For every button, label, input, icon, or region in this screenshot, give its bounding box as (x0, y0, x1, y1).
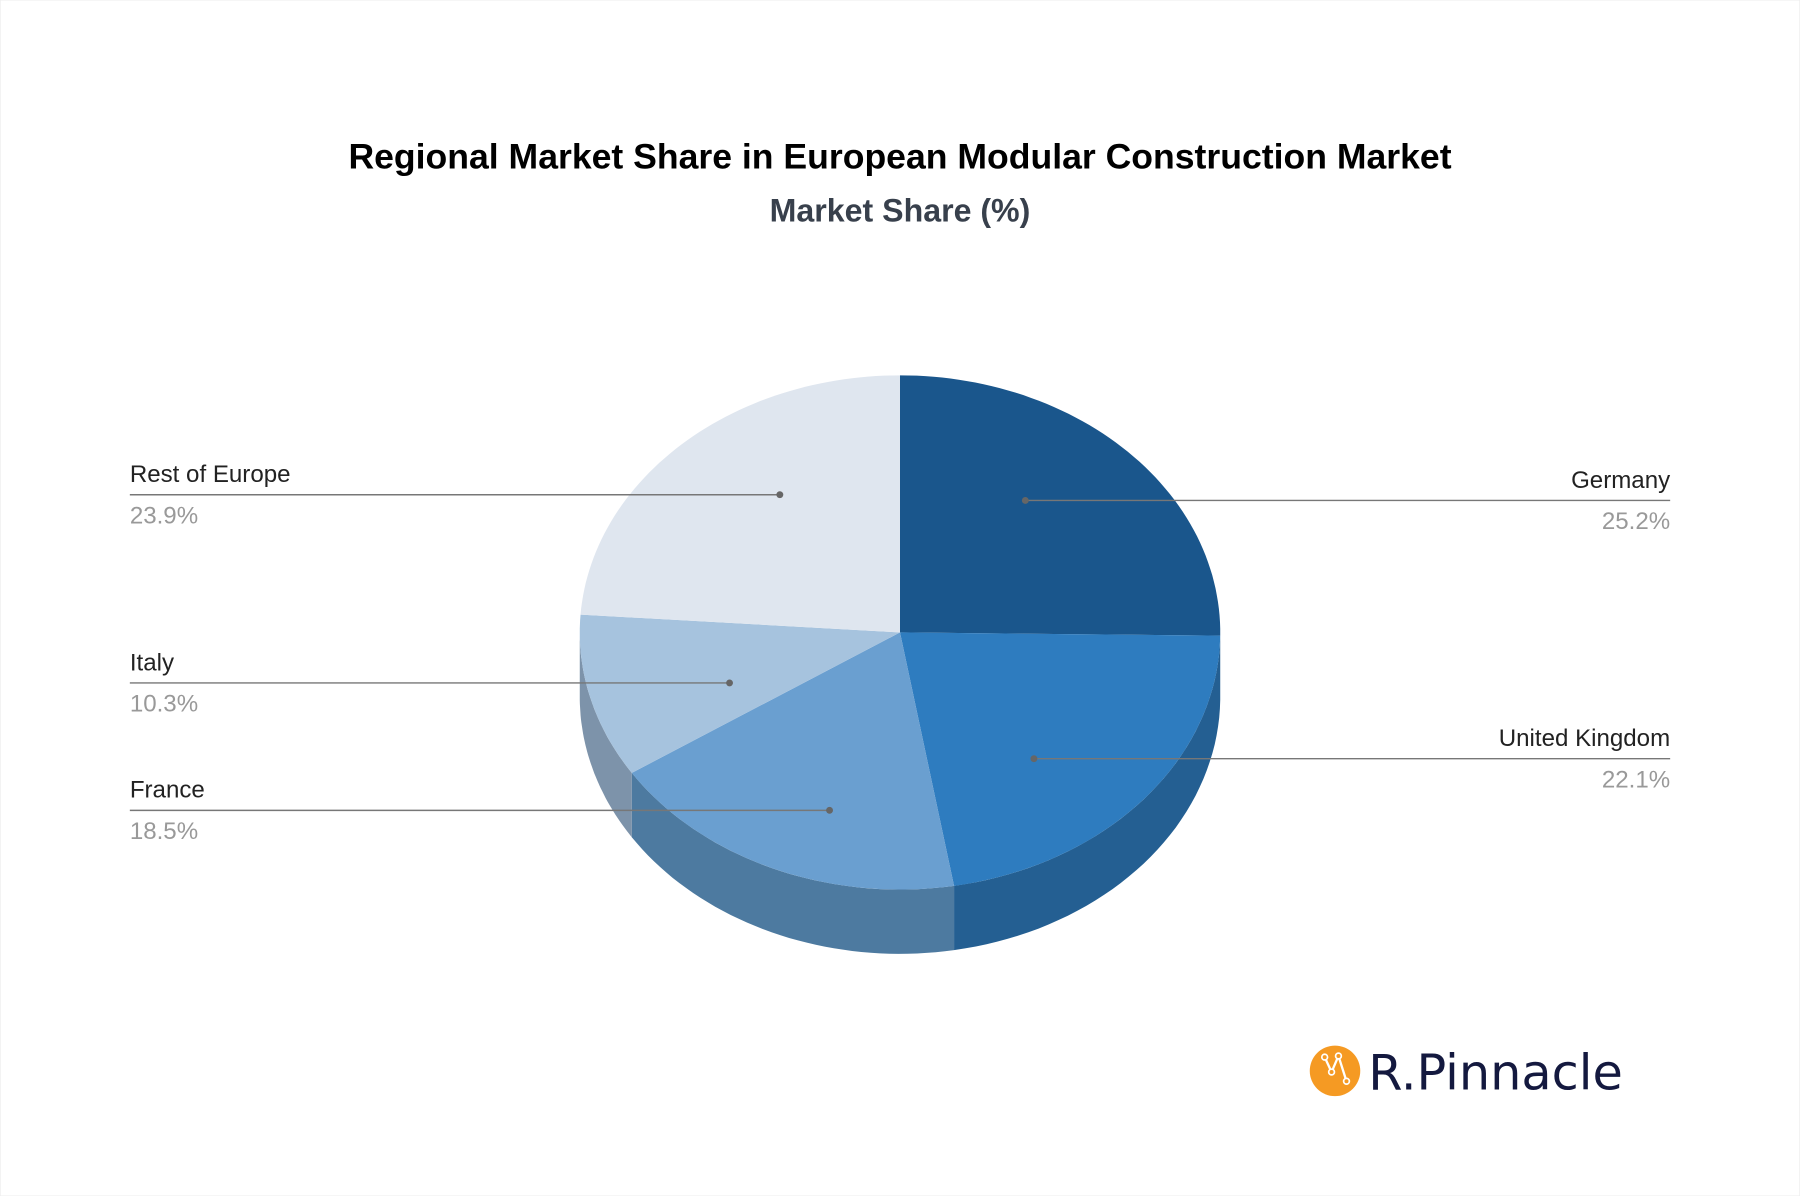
pie-slice-rest-of-europe[interactable] (580, 375, 900, 633)
leader-dot (1021, 496, 1029, 504)
slice-label: Germany (1571, 467, 1670, 494)
slice-value-label: 25.2% (1602, 508, 1670, 535)
slice-label: Rest of Europe (130, 461, 291, 488)
leader-dot (826, 806, 833, 814)
logo-text: R.Pinnacle (1368, 1043, 1623, 1101)
chart-title: Regional Market Share in European Modula… (348, 137, 1451, 177)
chart-subtitle: Market Share (%) (770, 193, 1031, 229)
slice-side-3 (579, 632, 632, 838)
leader-dot (726, 679, 733, 687)
pie-slice-italy[interactable] (579, 614, 900, 773)
slice-value-label: 23.9% (130, 502, 198, 529)
slice-value-label: 22.1% (1602, 766, 1670, 793)
logo: R.Pinnacle (1309, 1043, 1623, 1101)
leader-dot (776, 491, 784, 499)
pie-slice-france[interactable] (631, 632, 955, 890)
slice-value-label: 10.3% (130, 691, 198, 718)
slice-label: France (130, 777, 205, 804)
slice-value-label: 18.5% (130, 818, 198, 845)
pie-slice-germany[interactable] (900, 375, 1221, 636)
slice-side-1 (954, 635, 1221, 951)
leader-dot (1030, 755, 1038, 763)
slice-side-2 (631, 772, 955, 954)
slice-label: United Kingdom (1499, 725, 1670, 752)
slice-label: Italy (130, 649, 174, 676)
